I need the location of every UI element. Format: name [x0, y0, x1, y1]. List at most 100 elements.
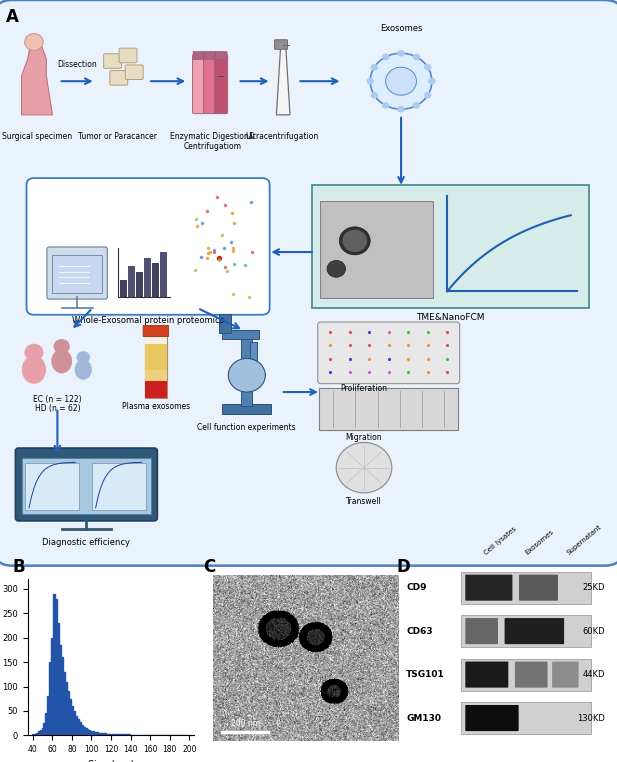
- FancyBboxPatch shape: [125, 65, 143, 79]
- Bar: [222, 331, 259, 339]
- Bar: [43, 723, 46, 735]
- FancyBboxPatch shape: [465, 618, 498, 644]
- FancyBboxPatch shape: [215, 54, 228, 114]
- Bar: [67, 691, 69, 735]
- Bar: [89, 730, 91, 735]
- Circle shape: [370, 53, 432, 109]
- FancyBboxPatch shape: [519, 575, 558, 600]
- Text: Ultracentrifugation: Ultracentrifugation: [246, 132, 318, 141]
- Text: CD9: CD9: [406, 583, 427, 592]
- Bar: [41, 728, 43, 735]
- Circle shape: [54, 339, 70, 354]
- Circle shape: [397, 106, 405, 113]
- Bar: [39, 731, 41, 735]
- X-axis label: Size (nm): Size (nm): [88, 760, 135, 762]
- Text: Surgical specimen: Surgical specimen: [2, 132, 72, 141]
- Circle shape: [413, 53, 420, 60]
- Circle shape: [336, 443, 392, 493]
- Bar: [98, 733, 100, 735]
- Text: Diagnostic efficiency: Diagnostic efficiency: [43, 538, 130, 546]
- Text: Cell function experiments: Cell function experiments: [197, 423, 296, 432]
- Text: TSG101: TSG101: [406, 670, 445, 679]
- Bar: [145, 370, 167, 381]
- Bar: [160, 252, 167, 297]
- Bar: [49, 662, 51, 735]
- Text: Exosomes: Exosomes: [380, 24, 422, 33]
- Bar: [59, 645, 61, 735]
- Bar: [219, 314, 231, 333]
- Text: 44KD: 44KD: [582, 670, 605, 679]
- Circle shape: [327, 261, 346, 277]
- Bar: [108, 734, 110, 735]
- Circle shape: [25, 34, 43, 50]
- Bar: [46, 713, 48, 735]
- Text: 130KD: 130KD: [577, 713, 605, 722]
- Bar: [79, 722, 81, 735]
- FancyBboxPatch shape: [505, 618, 564, 644]
- Bar: [241, 333, 252, 406]
- Text: Exosomes: Exosomes: [524, 528, 555, 555]
- FancyBboxPatch shape: [27, 178, 270, 315]
- FancyBboxPatch shape: [465, 661, 508, 687]
- Bar: [63, 672, 65, 735]
- Bar: [144, 258, 151, 297]
- Bar: [104, 733, 106, 735]
- Bar: [48, 696, 49, 735]
- Ellipse shape: [22, 356, 46, 384]
- FancyBboxPatch shape: [461, 615, 591, 647]
- Bar: [145, 344, 167, 370]
- FancyBboxPatch shape: [319, 388, 458, 430]
- FancyBboxPatch shape: [25, 463, 79, 511]
- FancyBboxPatch shape: [52, 255, 102, 293]
- FancyBboxPatch shape: [552, 661, 579, 687]
- FancyBboxPatch shape: [119, 48, 137, 62]
- Circle shape: [228, 358, 265, 392]
- Bar: [69, 699, 71, 735]
- FancyBboxPatch shape: [318, 322, 460, 383]
- Bar: [61, 657, 63, 735]
- FancyBboxPatch shape: [461, 658, 591, 690]
- Bar: [145, 336, 167, 344]
- Bar: [106, 734, 108, 735]
- Circle shape: [339, 227, 370, 255]
- Polygon shape: [22, 42, 52, 115]
- FancyBboxPatch shape: [193, 54, 205, 114]
- Bar: [83, 726, 85, 735]
- FancyBboxPatch shape: [465, 575, 513, 600]
- Bar: [96, 732, 98, 735]
- Text: Migration: Migration: [346, 433, 383, 442]
- Bar: [75, 716, 77, 735]
- Bar: [120, 280, 127, 297]
- FancyBboxPatch shape: [515, 661, 547, 687]
- Polygon shape: [145, 336, 167, 398]
- Bar: [56, 599, 57, 735]
- FancyBboxPatch shape: [320, 200, 433, 298]
- Bar: [53, 594, 55, 735]
- Bar: [152, 263, 159, 297]
- FancyBboxPatch shape: [47, 247, 107, 299]
- Bar: [93, 732, 94, 735]
- Circle shape: [382, 53, 389, 60]
- Ellipse shape: [75, 360, 92, 379]
- Bar: [81, 725, 83, 735]
- Bar: [222, 405, 271, 415]
- Bar: [73, 711, 75, 735]
- Circle shape: [371, 64, 378, 71]
- Text: Proliferation: Proliferation: [341, 383, 387, 392]
- Circle shape: [424, 92, 431, 98]
- FancyBboxPatch shape: [110, 71, 128, 85]
- FancyBboxPatch shape: [92, 463, 146, 511]
- FancyBboxPatch shape: [193, 52, 205, 59]
- Text: 60KD: 60KD: [582, 626, 605, 636]
- Text: Dissection: Dissection: [57, 60, 97, 69]
- FancyBboxPatch shape: [15, 448, 157, 521]
- Text: Plasma exosomes: Plasma exosomes: [122, 402, 190, 411]
- Bar: [51, 638, 53, 735]
- Circle shape: [386, 67, 416, 95]
- Text: EC (n = 122): EC (n = 122): [33, 395, 81, 404]
- Circle shape: [25, 344, 43, 361]
- Bar: [91, 731, 93, 735]
- Text: Supernatant: Supernatant: [565, 523, 602, 555]
- Text: HD (n = 62): HD (n = 62): [35, 405, 80, 413]
- Text: TME&NanoFCM: TME&NanoFCM: [416, 312, 485, 322]
